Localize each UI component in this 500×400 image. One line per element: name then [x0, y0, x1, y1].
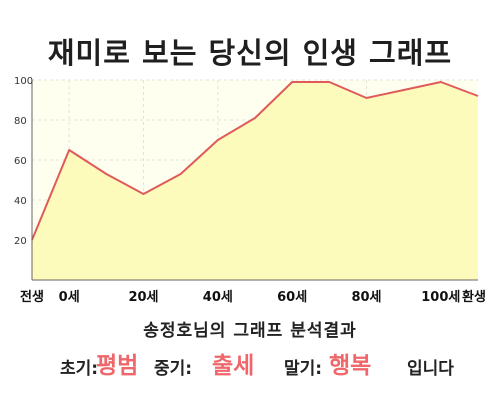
x-tick-label: 환생 — [462, 289, 486, 305]
area-fill — [32, 82, 478, 280]
y-tick-label: 20 — [14, 236, 27, 247]
mid-value: 출세 — [212, 353, 255, 379]
x-tick-label: 60세 — [277, 290, 307, 305]
late-value: 행복 — [329, 353, 372, 379]
x-tick-label: 전생 — [20, 289, 44, 305]
x-tick-label: 100세 — [421, 290, 460, 305]
result-ending: 입니다 — [407, 359, 454, 379]
early-value: 평범 — [96, 353, 139, 379]
x-tick-label: 80세 — [351, 290, 381, 305]
x-tick-label: 20세 — [128, 290, 158, 305]
page-title: 재미로 보는 당신의 인생 그래프 — [47, 36, 453, 70]
y-tick-label: 40 — [14, 196, 27, 207]
late-label: 말기: — [284, 359, 323, 379]
y-tick-label: 60 — [14, 156, 27, 167]
x-tick-label: 0세 — [59, 290, 80, 305]
analysis-subtitle: 송정호님의 그래프 분석결과 — [143, 321, 357, 341]
early-label: 초기: — [60, 359, 99, 379]
y-tick-label: 80 — [14, 116, 27, 127]
mid-label: 중기: — [154, 359, 193, 379]
result-summary: 초기: 평범 중기: 출세 말기: 행복 입니다 — [0, 344, 500, 384]
x-tick-label: 40세 — [203, 290, 233, 305]
life-line-series — [31, 81, 479, 241]
y-tick-label: 100 — [14, 76, 33, 87]
